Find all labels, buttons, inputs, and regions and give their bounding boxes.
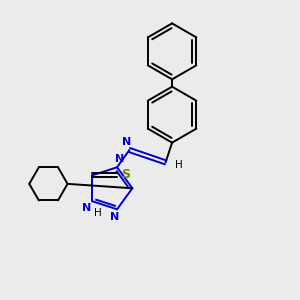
Text: H: H (175, 160, 183, 170)
Text: N: N (122, 137, 132, 147)
Text: N: N (82, 203, 91, 213)
Text: H: H (94, 208, 102, 218)
Text: N: N (110, 212, 119, 222)
Text: N: N (116, 154, 124, 164)
Text: S: S (122, 168, 130, 181)
